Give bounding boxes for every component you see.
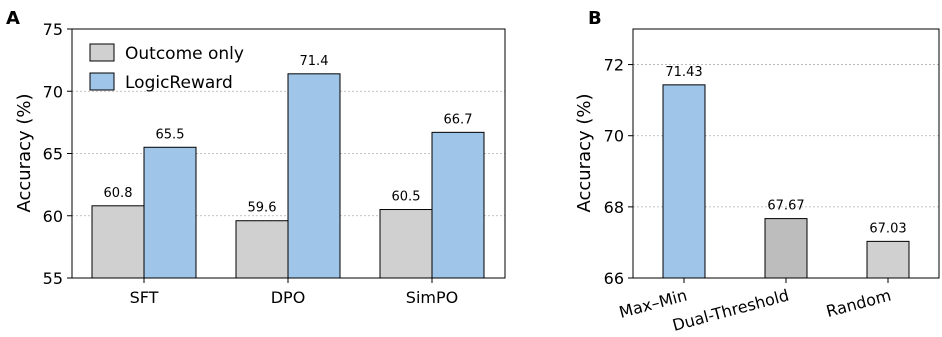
legend-swatch-outcome-only (89, 43, 115, 62)
panel-a-y-tick-label: 75 (43, 20, 63, 39)
data-label-logicreward-simpo: 66.7 (444, 112, 473, 127)
bar-logicreward-simpo (431, 131, 485, 279)
panel-b-y-tick-label: 66 (604, 269, 624, 288)
data-label-random: 67.03 (869, 221, 906, 236)
data-label-outcome-only-sft: 60.8 (104, 186, 133, 201)
panel-b-y-tick-label: 72 (604, 56, 624, 75)
bar-outcome-only-sft (91, 205, 145, 279)
panel-b-x-tick-label-random: Random (824, 286, 893, 321)
panel-a-x-tick-label-sft: SFT (130, 288, 159, 307)
bar-outcome-only-dpo (235, 220, 289, 279)
panel-a-x-tick-label-simpo: SimPO (406, 288, 458, 307)
panel-b-letter: B (588, 8, 602, 29)
panel-a-chart: 60.8 65.5 59.6 71.4 60.5 66.7 55 60 65 70 75 SFT D… (14, 20, 506, 307)
panel-a-y-axis-label: Accuracy (%) (14, 93, 35, 212)
data-label-outcome-only-simpo: 60.5 (392, 190, 421, 205)
legend-swatch-logicreward (89, 72, 115, 91)
bar-random (866, 240, 910, 279)
legend: Outcome only LogicReward (89, 43, 244, 93)
panel-a-y-tick-label: 70 (43, 82, 63, 101)
panel-b-y-tick-label: 68 (604, 198, 624, 217)
panel-b-y-tick-label: 70 (604, 127, 624, 146)
panel-a-y-tick-label: 65 (43, 145, 63, 164)
legend-label-logicreward: LogicReward (125, 73, 233, 93)
bar-logicreward-sft (143, 146, 197, 279)
data-label-outcome-only-dpo: 59.6 (248, 201, 277, 216)
bar-dual-threshold (764, 218, 808, 279)
panel-a-y-tick-label: 55 (43, 269, 63, 288)
data-label-logicreward-dpo: 71.4 (300, 54, 329, 69)
panel-a-letter: A (6, 8, 20, 29)
data-label-dual-threshold: 67.67 (767, 199, 804, 214)
panel-b-x-tick-label-dual-threshold: Dual-Threshold (670, 286, 791, 335)
panel-a-x-tick-label-dpo: DPO (271, 288, 306, 307)
panel-a-y-tick-label: 60 (43, 207, 63, 226)
bar-logicreward-dpo (287, 73, 341, 279)
bar-max-min (662, 84, 706, 279)
data-label-max-min: 71.43 (665, 65, 702, 80)
data-label-logicreward-sft: 65.5 (156, 127, 185, 142)
panel-b-y-axis-label: Accuracy (%) (574, 93, 595, 212)
bar-outcome-only-simpo (379, 209, 433, 279)
legend-label-outcome-only: Outcome only (125, 44, 244, 64)
